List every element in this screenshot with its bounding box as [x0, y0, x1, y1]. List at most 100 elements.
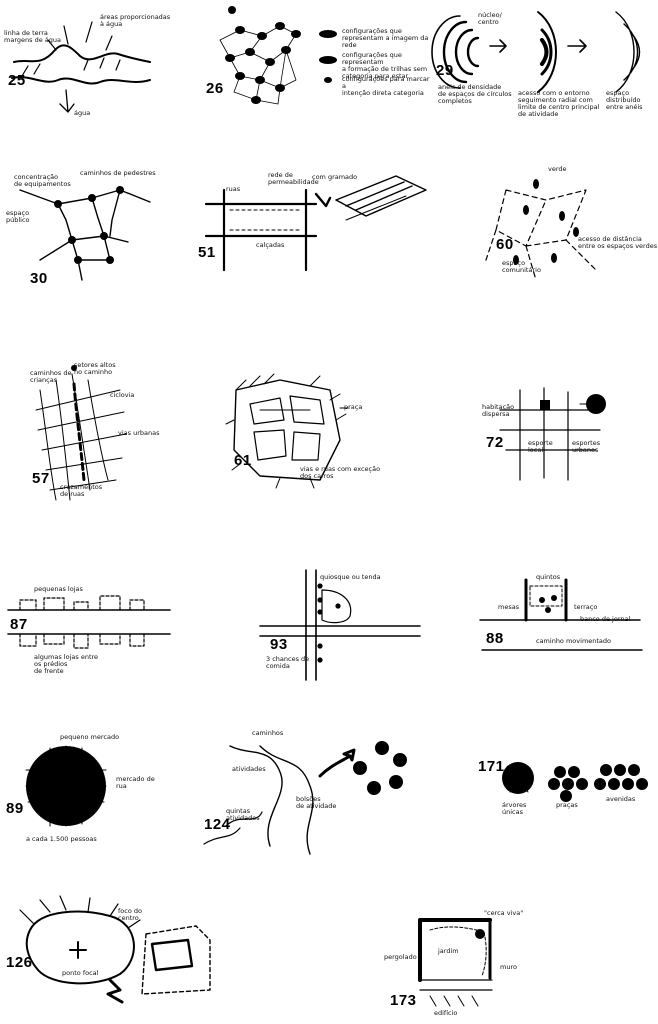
pattern-label: rede de permeabilidade	[268, 171, 319, 186]
pattern-label: árvores únicas	[502, 801, 527, 816]
pattern-label: praças	[556, 801, 578, 809]
pattern-171-drawing	[502, 762, 648, 802]
pattern-25-sketch: 25 linha de terra margens de água áreas …	[0, 0, 210, 140]
pattern-label: vias e ruas com exceção dos carros	[300, 465, 381, 480]
pattern-label: setores altos no caminho	[74, 361, 116, 376]
pattern-124-sketch: 124 caminhos atividades bolsões de ativi…	[200, 716, 430, 860]
pattern-124-drawing	[203, 741, 407, 855]
pattern-26-drawing	[219, 6, 337, 105]
pattern-51-drawing	[204, 175, 427, 272]
pattern-label: com gramado	[312, 173, 358, 181]
pattern-label: caminho movimentado	[536, 637, 612, 645]
pattern-label: quintas atividades	[226, 807, 260, 822]
pattern-87-drawing	[7, 595, 171, 649]
pattern-57-drawing	[35, 365, 127, 501]
pattern-label: esportes urbanos	[572, 439, 601, 454]
pattern-number: 93	[270, 636, 288, 653]
pattern-61-drawing	[225, 373, 349, 489]
pattern-label: quintos	[536, 573, 561, 581]
pattern-label: atividades	[232, 765, 266, 773]
pattern-171-sketch: 171 árvores únicas praças avenidas	[470, 740, 658, 850]
pattern-number: 126	[6, 954, 33, 971]
pattern-173-sketch: 173 "cerca viva" jardim pergolado muro e…	[380, 900, 580, 1024]
pattern-label: avenidas	[606, 795, 636, 803]
pattern-number: 60	[496, 236, 514, 253]
pattern-89-drawing	[25, 745, 107, 827]
pattern-60-sketch: 60 verde espaço comunitário acesso de di…	[436, 160, 658, 300]
pattern-label: ciclovia	[110, 391, 135, 399]
pattern-label: concentração de equipamentos	[14, 173, 71, 188]
pattern-173-drawing	[418, 918, 493, 1007]
pattern-29-drawing	[431, 11, 641, 93]
pattern-label: pequenas lojas	[34, 585, 83, 593]
pattern-label: ponto focal	[62, 969, 99, 977]
pattern-label: edifício	[434, 1009, 458, 1017]
pattern-25-drawing	[11, 21, 151, 113]
pattern-label: água	[74, 109, 91, 117]
pattern-number: 30	[30, 270, 48, 287]
pattern-label: 3 chances de comida	[266, 655, 310, 670]
pattern-number: 171	[478, 758, 505, 775]
pattern-30-drawing	[19, 186, 151, 281]
pattern-label: quiosque ou tenda	[320, 573, 381, 581]
pattern-88-sketch: 88 quintos mesas terraço banco de jornal…	[470, 570, 658, 670]
pattern-label: caminhos de pedestres	[80, 169, 156, 177]
pattern-label: configurações que representam a formação…	[342, 51, 428, 80]
pattern-26-sketch: 26 configurações que representam a image…	[200, 0, 430, 140]
pattern-label: anéis de densidade de espaços de círculo…	[438, 83, 512, 105]
pattern-label: calçadas	[256, 241, 285, 249]
pattern-label: linha de terra margens de água	[4, 29, 61, 44]
pattern-label: espaço público	[6, 209, 30, 224]
pattern-label: acesso com o entorno seguimento radial c…	[518, 89, 600, 118]
pattern-number: 26	[206, 80, 224, 97]
pattern-label: verde	[548, 165, 567, 173]
pattern-60-drawing	[485, 179, 597, 281]
pattern-label: habitação dispersa	[482, 403, 515, 418]
pattern-label: cruzamentos de ruas	[60, 483, 103, 498]
pattern-label: banco de jornal	[580, 615, 631, 623]
pattern-label: jardim	[438, 947, 459, 955]
pattern-126-sketch: 126 foco do centro ponto focal	[0, 890, 240, 1020]
pattern-label: espaço comunitário	[502, 259, 541, 274]
pattern-126-drawing	[19, 895, 211, 1004]
pattern-label: esporte local	[528, 439, 553, 454]
pattern-93-drawing	[259, 569, 421, 681]
pattern-30-sketch: 30 concentração de equipamentos caminhos…	[0, 160, 200, 300]
pattern-label: áreas proporcionadas à água	[100, 13, 171, 28]
pattern-label: espaço distribuído entre anéis	[606, 89, 643, 111]
pattern-label: pequeno mercado	[60, 733, 120, 741]
pattern-label: a cada 1.500 pessoas	[26, 835, 97, 843]
pattern-72-drawing	[499, 387, 606, 481]
pattern-number: 88	[486, 630, 504, 647]
pattern-label: vias urbanas	[118, 429, 160, 437]
pattern-label: caminhos de crianças	[30, 369, 72, 384]
pattern-label: ruas	[226, 185, 241, 193]
pattern-label: praça	[344, 403, 363, 411]
pattern-88-drawing	[479, 578, 643, 651]
pattern-label: muro	[500, 963, 517, 971]
pattern-number: 89	[6, 800, 24, 817]
pattern-label: configurações que representam a imagem d…	[342, 27, 429, 49]
pattern-label: configurações para marcar a intenção dir…	[342, 75, 430, 97]
pattern-label: pergolado	[384, 953, 417, 961]
pattern-label: mesas	[498, 603, 520, 611]
pattern-number: 51	[198, 244, 216, 261]
pattern-label: terraço	[574, 603, 598, 611]
pattern-number: 25	[8, 72, 26, 89]
pattern-57-sketch: 57 caminhos de crianças ciclovia setores…	[0, 350, 200, 510]
pattern-label: "cerca viva"	[484, 909, 524, 917]
pattern-number: 61	[234, 452, 252, 469]
pattern-29-sketch: 29 núcleo/ centro anéis de densidade de …	[430, 0, 658, 140]
pattern-72-sketch: 72 habitação dispersa esporte local espo…	[440, 370, 658, 500]
pattern-number: 29	[436, 62, 454, 79]
pattern-label: mercado de rua	[116, 775, 155, 790]
pattern-93-sketch: 93 quiosque ou tenda 3 chances de comida	[250, 560, 430, 690]
pattern-number: 124	[204, 816, 231, 833]
pattern-number: 173	[390, 992, 417, 1009]
pattern-label: acesso de distância entre os espaços ver…	[578, 235, 658, 250]
pattern-label: algumas lojas entre os prédios de frente	[34, 653, 99, 675]
pattern-label: caminhos	[252, 729, 284, 737]
pattern-number: 72	[486, 434, 504, 451]
pattern-61-sketch: 61 praça vias e ruas com exceção dos car…	[220, 360, 430, 500]
pattern-label: bolsões de atividade	[296, 795, 337, 810]
